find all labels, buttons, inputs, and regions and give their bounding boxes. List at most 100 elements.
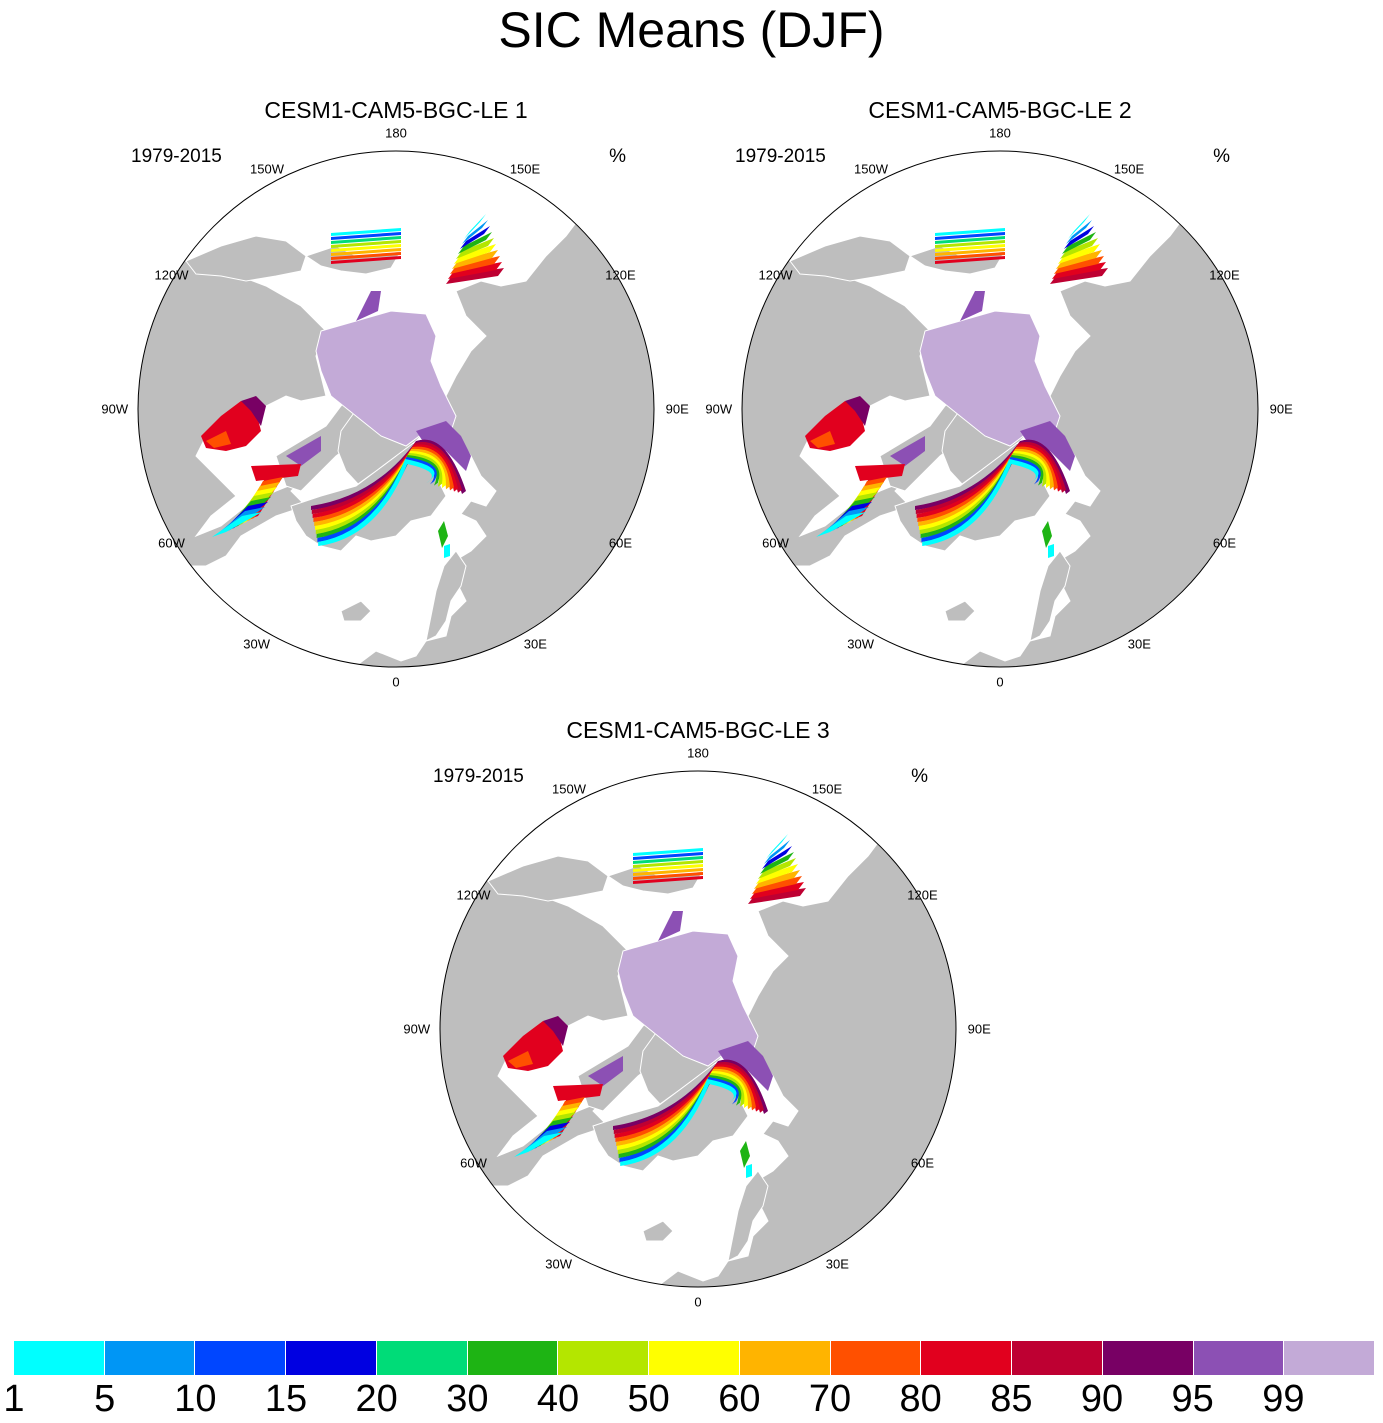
sea-ice-baltic [740, 1141, 750, 1168]
sea-ice-barents [616, 1068, 752, 1146]
colorbar-level-label: 95 [1171, 1378, 1214, 1420]
sea-ice-bering [633, 872, 703, 880]
time-range-label: 1979-2015 [131, 146, 222, 167]
longitude-label: 60W [158, 535, 185, 551]
longitude-label: 0 [996, 674, 1004, 690]
longitude-label: 90E [665, 401, 689, 417]
land-mass [355, 151, 654, 667]
longitude-label: 0 [392, 674, 400, 690]
colorbar-box [14, 1341, 105, 1375]
sea-ice-barents [916, 444, 1062, 518]
longitude-label: 120W [154, 267, 189, 283]
colorbar-level-label: 60 [718, 1378, 761, 1420]
sea-ice-okhotsk [1064, 226, 1094, 249]
sea-ice-okhotsk [462, 220, 488, 244]
longitude-label: 180 [687, 745, 709, 761]
land-mass [727, 1170, 769, 1262]
sea-ice-labrador [514, 1132, 564, 1157]
longitude-label: 30W [243, 636, 271, 652]
colorbar-level-label: 90 [1080, 1378, 1124, 1420]
sea-ice-bering [935, 244, 1005, 252]
longitude-label: 30E [1127, 636, 1151, 652]
sea-ice-hudson [845, 396, 870, 426]
longitude-label: 180 [989, 125, 1011, 141]
sea-ice-okhotsk [452, 250, 498, 269]
sea-ice-bering [633, 852, 703, 860]
longitude-label: 30W [545, 1256, 573, 1272]
sea-ice-strait [251, 464, 301, 481]
colorbar-level-label: 70 [808, 1378, 852, 1420]
longitude-label: 120E [907, 887, 938, 903]
colorbar-level-label: 30 [446, 1378, 489, 1420]
sea-ice-barents [620, 1079, 737, 1166]
units-label: % [609, 146, 626, 167]
time-range-label: 1979-2015 [433, 766, 524, 787]
land-mass [487, 855, 609, 902]
sea-ice-bering [935, 252, 1005, 260]
colorbar-box [195, 1341, 287, 1375]
sea-ice-okhotsk [754, 870, 800, 889]
sea-ice-band [356, 291, 381, 321]
polar-map [741, 150, 1259, 668]
sea-ice-okhotsk [1060, 238, 1098, 259]
longitude-label: 120E [1209, 267, 1240, 283]
land-mass [657, 771, 956, 1287]
map-content [742, 151, 1258, 667]
sea-ice-okhotsk [1068, 214, 1090, 239]
sea-ice-barents [314, 448, 450, 526]
sea-ice-okhotsk [450, 256, 500, 274]
longitude-label: 30E [825, 1256, 849, 1272]
sea-ice-bering [633, 860, 703, 868]
longitude-label: 60W [762, 535, 789, 551]
map-panel-2: CESM1-CAM5-BGC-LE 2 1979-2015 % 180 150E 1… [705, 96, 1292, 696]
sea-ice-band [960, 291, 985, 321]
sea-ice-okhotsk [762, 846, 792, 869]
sea-ice-bering [331, 236, 401, 244]
sea-ice-bering [633, 856, 703, 864]
colorbar [14, 1341, 1375, 1375]
sea-ice-okhotsk [464, 214, 486, 239]
longitude-label: 150W [250, 161, 284, 177]
sea-ice-labrador [816, 512, 866, 537]
sea-ice-okhotsk [758, 858, 796, 879]
sea-ice-bering [331, 256, 401, 264]
longitude-label: 180 [385, 125, 407, 141]
land-mass [185, 235, 307, 282]
sea-ice-baltic [1048, 544, 1054, 558]
sea-ice-baltic [438, 521, 448, 548]
sea-ice-okhotsk [1050, 268, 1108, 284]
colorbar-box [286, 1341, 377, 1375]
sea-ice-okhotsk [1056, 250, 1102, 269]
sea-ice-bering [935, 236, 1005, 244]
sea-ice-barents [917, 446, 1058, 522]
polar-map [439, 770, 957, 1288]
sea-ice-okhotsk [1066, 220, 1092, 244]
sea-ice-bering [935, 232, 1005, 240]
longitude-label: 90E [1269, 401, 1293, 417]
colorbar-level-label: 15 [264, 1378, 308, 1420]
colorbar-box [921, 1341, 1013, 1375]
land-mass [944, 600, 976, 622]
longitude-label: 120W [758, 267, 793, 283]
sea-ice-band [1020, 421, 1075, 471]
sea-ice-okhotsk [756, 864, 798, 884]
sea-ice-labrador [212, 512, 262, 537]
sea-ice-barents [315, 451, 446, 530]
colorbar-box [467, 1341, 559, 1375]
longitude-label: 60W [460, 1155, 487, 1171]
sea-ice-okhotsk [1054, 256, 1104, 274]
land-mass [959, 151, 1258, 667]
sea-ice-barents [615, 1066, 756, 1142]
sea-ice-bering [935, 256, 1005, 264]
time-range-label: 1979-2015 [735, 146, 826, 167]
sea-ice-barents [922, 459, 1039, 546]
colorbar-level-label: 1 [3, 1378, 25, 1420]
sea-ice-bering [633, 848, 703, 856]
sea-ice-barents [312, 444, 458, 518]
sea-ice-band [588, 1056, 623, 1086]
sea-ice-strait [855, 464, 905, 481]
sea-ice-barents [313, 446, 454, 522]
longitude-label: 30W [847, 636, 875, 652]
longitude-label: 90W [705, 401, 733, 417]
sea-ice-barents [919, 451, 1050, 530]
